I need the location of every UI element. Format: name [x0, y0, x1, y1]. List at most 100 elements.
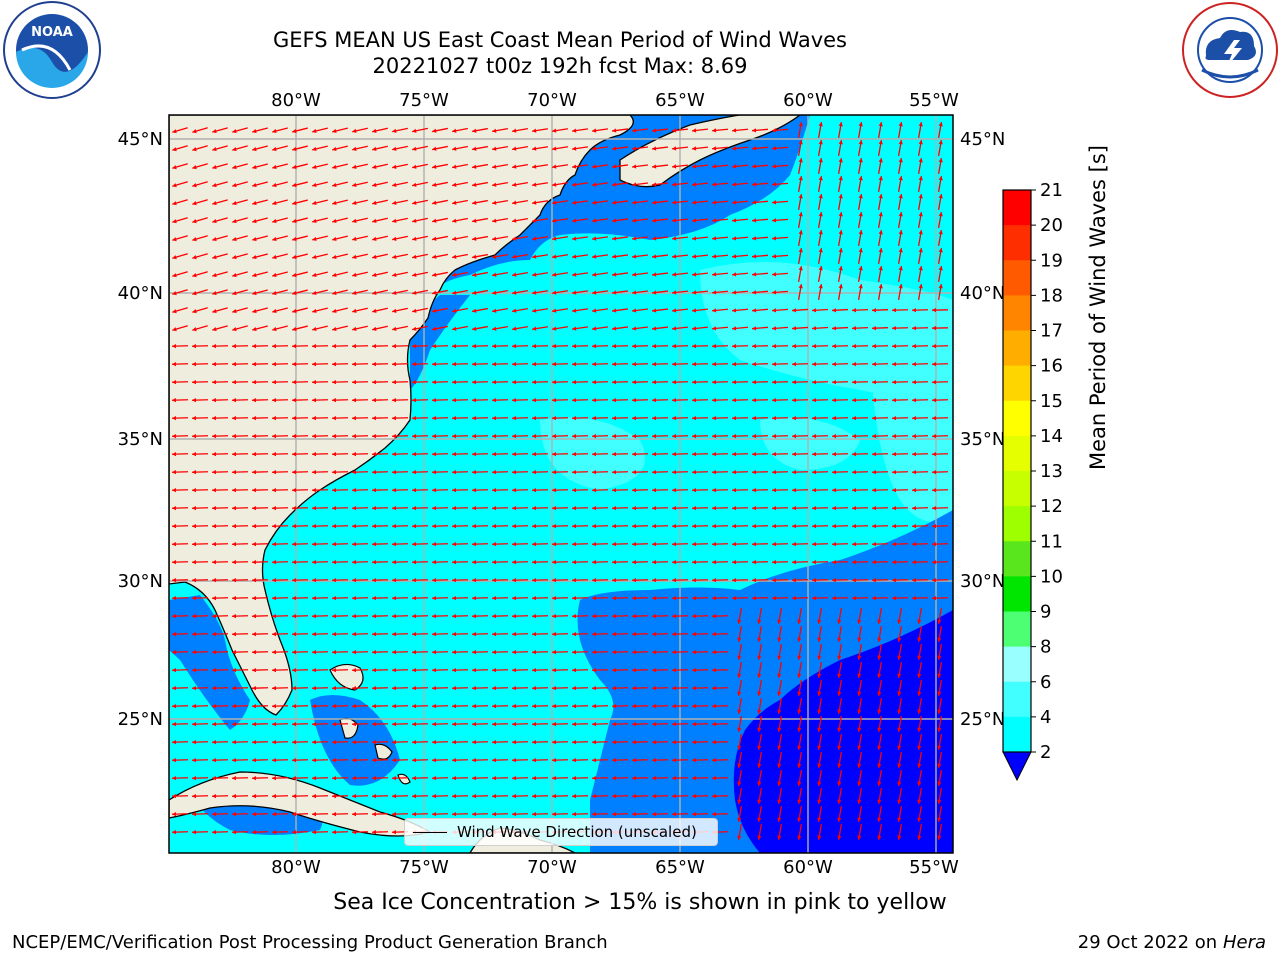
wind-wave-arrowhead: [452, 577, 457, 583]
wind-wave-arrowhead: [632, 469, 637, 475]
wind-wave-arrowhead: [272, 379, 277, 385]
wind-wave-arrowhead: [232, 793, 237, 799]
wind-wave-arrowhead: [472, 541, 477, 547]
wind-wave-arrowhead: [292, 164, 297, 170]
wind-wave-arrowhead: [937, 745, 942, 750]
wind-wave-arrowhead: [392, 128, 397, 133]
wind-wave-arrowhead: [777, 781, 782, 786]
wind-wave-arrowhead: [232, 595, 237, 601]
wind-wave-arrowhead: [492, 379, 497, 385]
wind-wave-arrowhead: [432, 254, 437, 259]
wind-wave-arrowhead: [372, 361, 377, 367]
wind-wave-arrowhead: [838, 284, 843, 289]
wind-wave-arrowhead: [752, 146, 757, 151]
wind-wave-arrowhead: [392, 667, 397, 673]
wind-wave-arrowhead: [192, 541, 197, 547]
wind-wave-arrowhead: [672, 433, 677, 439]
wind-wave-arrowhead: [352, 577, 357, 583]
wind-wave-arrowhead: [792, 326, 797, 331]
lon-label-bottom: 60°W: [783, 857, 833, 878]
wind-wave-arrowhead: [777, 727, 782, 732]
wind-wave-arrowhead: [292, 793, 297, 799]
wind-wave-arrowhead: [797, 709, 802, 714]
wind-wave-arrowhead: [712, 236, 717, 241]
wind-wave-arrowhead: [852, 541, 857, 547]
wind-wave-arrowhead: [532, 182, 537, 187]
wind-wave-arrowhead: [492, 164, 497, 169]
wind-wave-arrowhead: [532, 326, 537, 331]
wind-wave-arrowhead: [192, 559, 197, 565]
wind-wave-arrowhead: [772, 128, 777, 133]
wind-wave-arrowhead: [572, 343, 577, 349]
wind-wave-arrowhead: [452, 739, 457, 745]
wind-wave-arrowhead: [592, 793, 597, 799]
wind-wave-arrowhead: [312, 703, 317, 709]
wind-wave-arrowhead: [312, 649, 317, 655]
wind-wave-arrowhead: [892, 523, 897, 529]
wind-wave-arrowhead: [312, 272, 317, 278]
wind-wave-arrowhead: [172, 219, 177, 224]
wind-wave-arrowhead: [552, 343, 557, 349]
wind-wave-arrowhead: [472, 487, 477, 493]
wind-wave-arrowhead: [212, 703, 217, 709]
wind-wave-arrowhead: [817, 709, 822, 714]
wind-wave-arrowhead: [572, 146, 577, 151]
wind-wave-arrowhead: [212, 219, 217, 224]
wind-wave-arrowhead: [872, 326, 877, 331]
wind-wave-arrowhead: [532, 595, 537, 601]
wind-wave-arrowhead: [552, 146, 557, 151]
wind-wave-arrowhead: [272, 308, 277, 314]
wind-wave-arrowhead: [432, 703, 437, 709]
wind-wave-arrowhead: [512, 505, 517, 511]
wind-wave-arrowhead: [192, 811, 197, 817]
wind-wave-arrowhead: [212, 505, 217, 511]
wind-wave-arrowhead: [512, 254, 517, 259]
wind-wave-arrowhead: [852, 397, 857, 403]
wind-wave-arrowhead: [632, 146, 637, 151]
wind-wave-arrowhead: [432, 793, 437, 799]
wind-wave-arrowhead: [652, 200, 657, 205]
colorbar-segment: [1003, 435, 1031, 472]
wind-wave-arrowhead: [612, 793, 617, 799]
wind-wave-arrowhead: [472, 667, 477, 673]
wind-wave-arrowhead: [792, 343, 797, 349]
lon-label-bottom: 80°W: [271, 857, 321, 878]
wind-wave-arrowhead: [757, 835, 762, 840]
land-north-america: [169, 115, 634, 716]
wind-wave-arrowhead: [492, 541, 497, 547]
wind-wave-arrowhead: [732, 164, 737, 169]
wind-wave-arrowhead: [292, 613, 297, 619]
wind-wave-arrowhead: [432, 433, 437, 439]
wind-wave-arrowhead: [832, 308, 837, 313]
wind-wave-arrowhead: [532, 361, 537, 367]
wind-wave-arrowhead: [692, 595, 697, 601]
wind-wave-arrowhead: [312, 361, 317, 367]
wind-wave-arrowhead: [472, 595, 477, 601]
wind-wave-arrowhead: [352, 146, 357, 152]
footer-date: 29 Oct 2022 on Hera: [1078, 932, 1266, 953]
wind-wave-arrowhead: [212, 273, 217, 278]
colorbar-tick-label: 17: [1040, 321, 1063, 342]
wind-wave-arrowhead: [757, 619, 762, 624]
wind-wave-arrowhead: [818, 266, 823, 271]
wind-wave-arrowhead: [312, 415, 317, 421]
colorbar-label: Mean Period of Wind Waves [s]: [1086, 145, 1110, 470]
wind-wave-arrowhead: [552, 721, 557, 727]
wind-wave-arrowhead: [612, 379, 617, 385]
wind-wave-arrowhead: [412, 559, 417, 565]
wind-wave-arrowhead: [192, 379, 197, 385]
wind-wave-arrowhead: [592, 721, 597, 727]
wind-wave-arrowhead: [252, 128, 257, 134]
wind-wave-arrowhead: [592, 379, 597, 385]
wind-wave-arrowhead: [532, 487, 537, 493]
wind-wave-arrowhead: [352, 236, 357, 242]
wind-wave-arrowhead: [692, 379, 697, 385]
wind-wave-arrowhead: [672, 218, 677, 223]
wind-wave-arrowhead: [917, 835, 922, 840]
wind-wave-arrowhead: [752, 505, 757, 511]
wind-wave-arrowhead: [452, 523, 457, 529]
wind-wave-arrowhead: [352, 487, 357, 493]
wind-wave-arrowhead: [932, 397, 937, 403]
wind-wave-arrowhead: [712, 343, 717, 349]
